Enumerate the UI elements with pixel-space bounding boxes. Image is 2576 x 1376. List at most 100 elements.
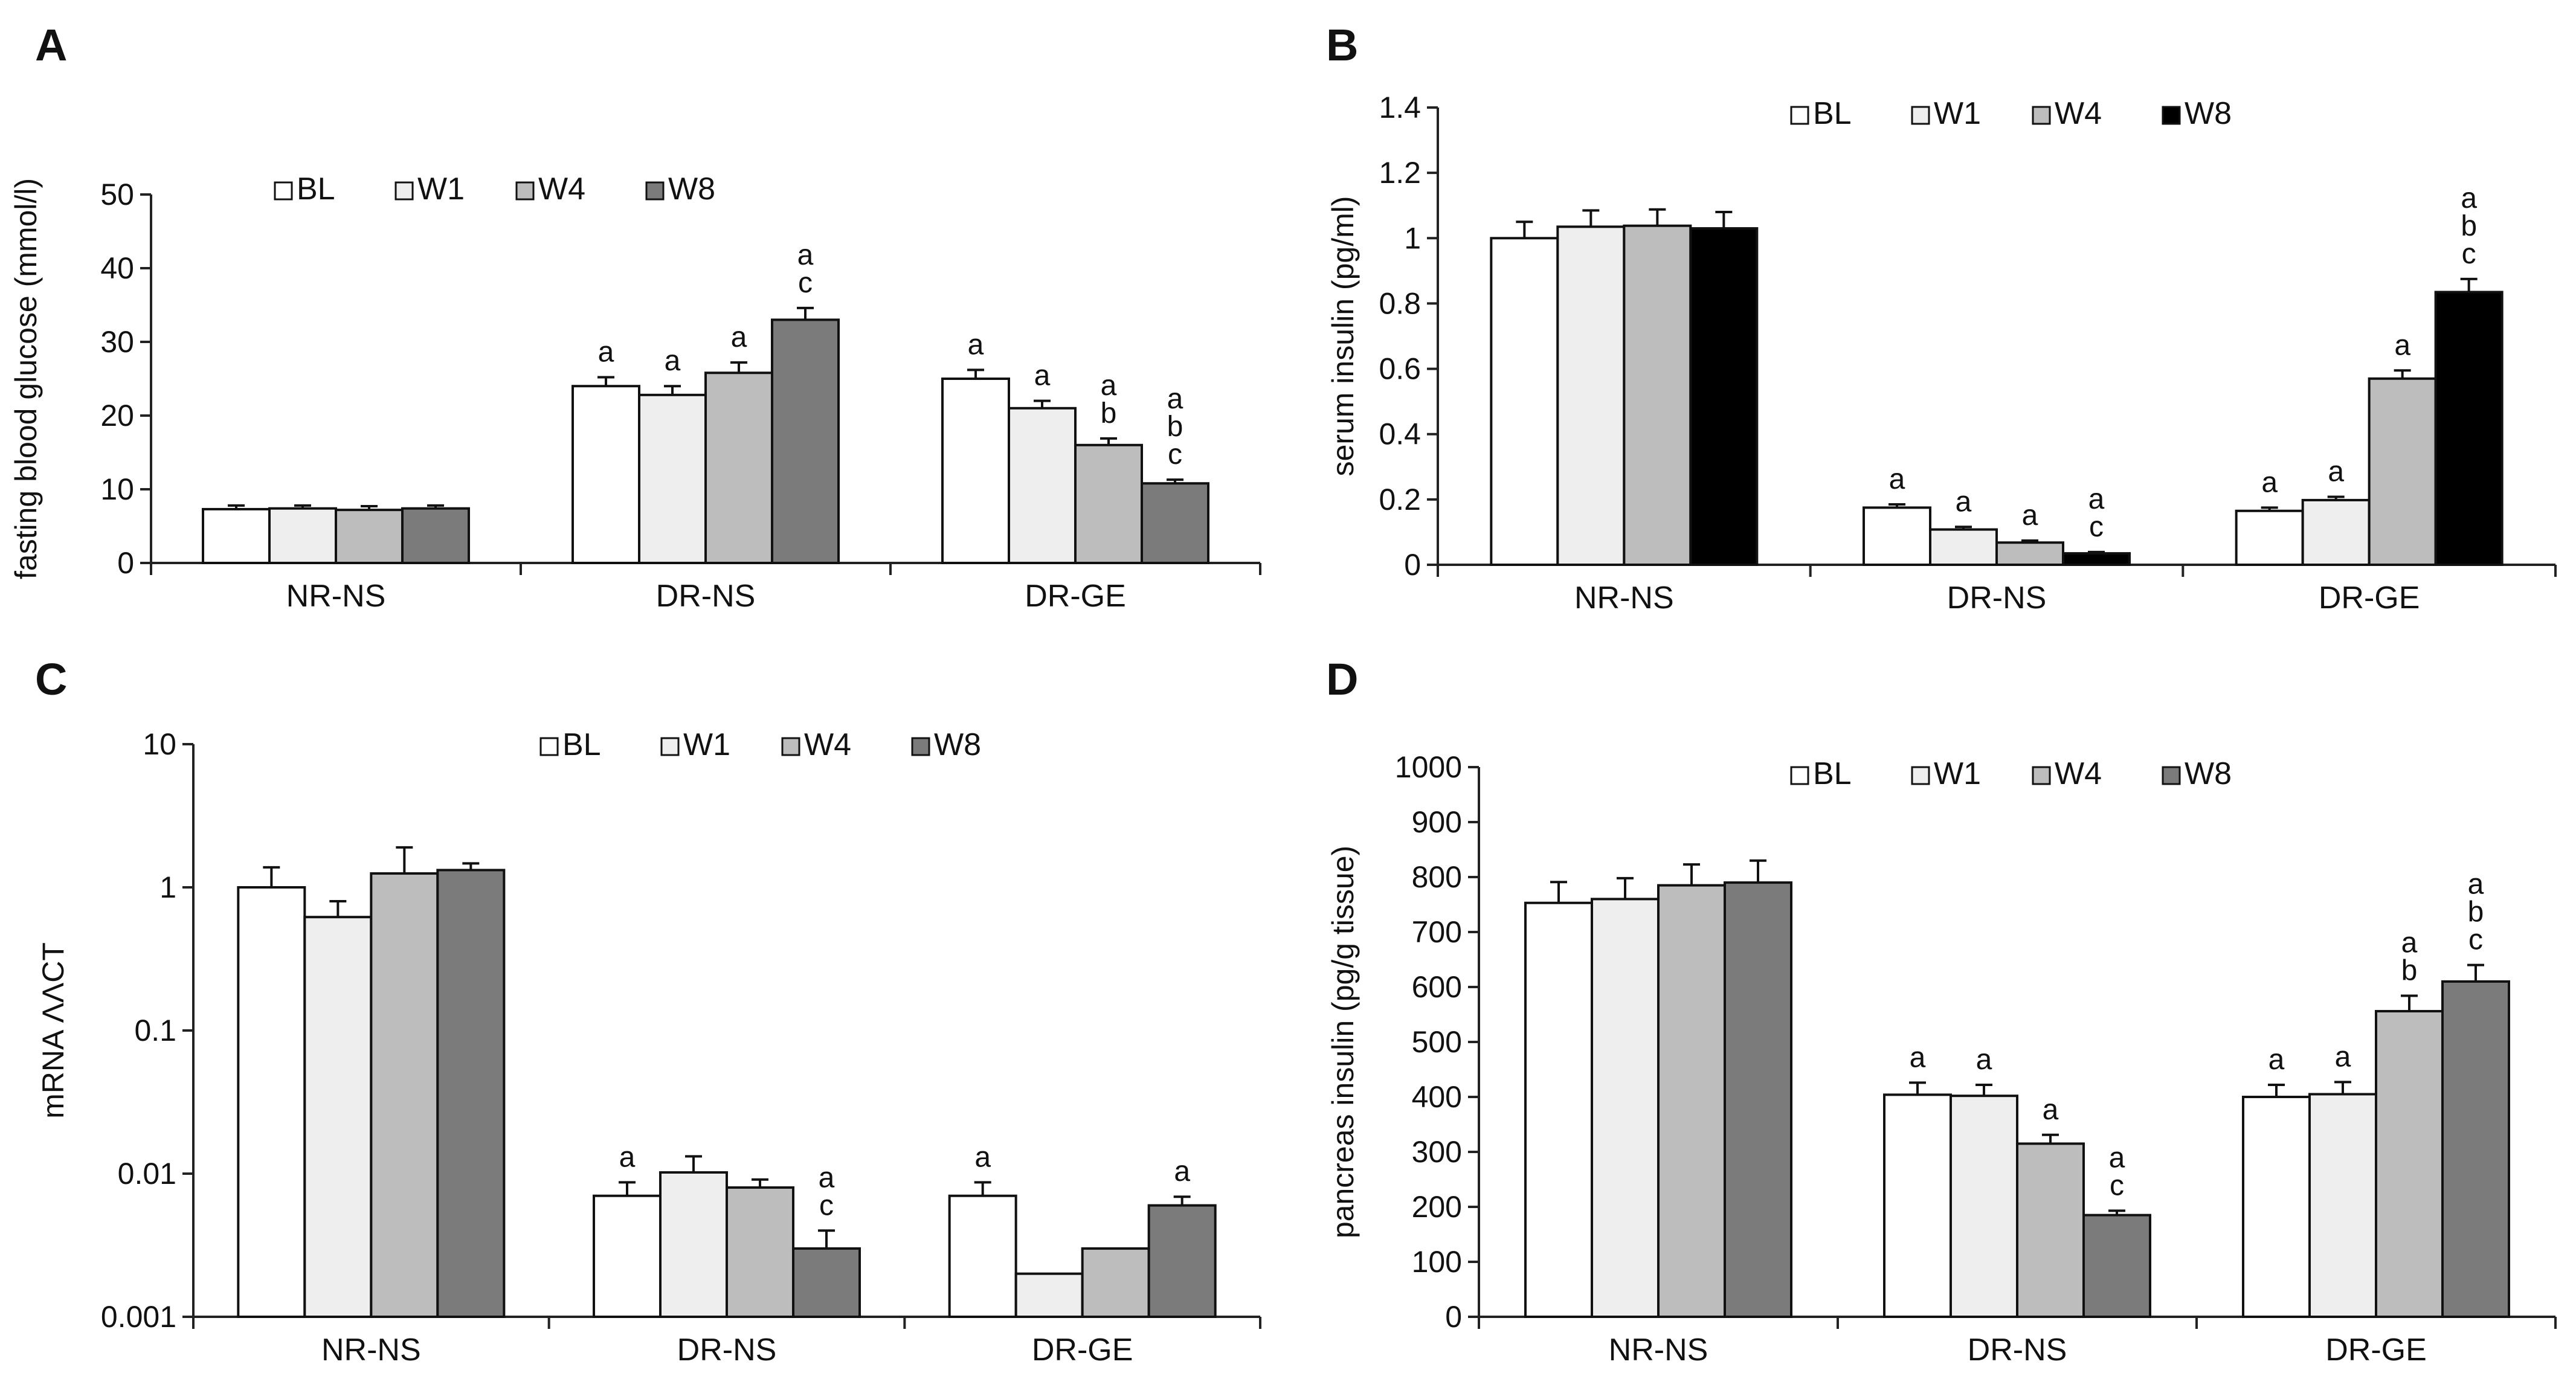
y-tick-label: 0.8	[1379, 286, 1421, 320]
significance-label: b	[1167, 411, 1183, 443]
significance-label: b	[2401, 955, 2418, 987]
bar-w4-dr-ge	[1074, 443, 1143, 564]
significance-label: a	[2261, 466, 2278, 498]
significance-label: b	[2461, 210, 2477, 242]
legend-label-w1: W1	[1934, 756, 1981, 791]
significance-label: c	[2468, 924, 2483, 956]
significance-label: a	[2268, 1044, 2285, 1076]
y-tick-label: 800	[1412, 860, 1462, 894]
y-axis-title: mRNA ΛΛCT	[36, 942, 70, 1119]
legend-swatch-w1	[1911, 106, 1930, 125]
legend-label-w4: W4	[804, 727, 851, 762]
bar-w1-dr-ge	[1008, 407, 1077, 564]
significance-label: a	[2335, 1041, 2351, 1073]
bar-w1-dr-ns	[659, 1171, 728, 1319]
y-tick-label: 30	[100, 325, 134, 359]
bar-w1-dr-ge	[1014, 1272, 1084, 1319]
legend-label-w4: W4	[2055, 756, 2102, 791]
bar-w4-dr-ge	[2375, 1010, 2444, 1319]
significance-label: a	[968, 329, 984, 361]
significance-label: a	[731, 321, 747, 353]
significance-label: a	[2461, 182, 2477, 214]
significance-label: a	[819, 1162, 835, 1194]
bar-bl-nr-ns	[1524, 901, 1593, 1318]
bar-bl-nr-ns	[1490, 237, 1559, 566]
legend-swatch-w8	[911, 737, 930, 756]
y-tick-label: 0	[1445, 1300, 1462, 1334]
significance-label: c	[819, 1189, 834, 1221]
bar-bl-nr-ns	[202, 507, 271, 564]
y-tick-label: 1	[1404, 221, 1421, 255]
bar-w4-dr-ge	[2368, 377, 2437, 566]
bar-bl-dr-ge	[2235, 509, 2304, 567]
significance-label: c	[798, 267, 813, 299]
legend-swatch-w4	[515, 181, 535, 201]
bar-w1-dr-ns	[1950, 1095, 2018, 1319]
bar-w1-nr-ns	[1556, 225, 1626, 566]
significance-label: a	[1956, 486, 1972, 518]
y-tick-label: 300	[1412, 1135, 1462, 1169]
significance-label: a	[1976, 1044, 1992, 1076]
panel-a: A 0 10 20 30 40 50 fasting blood glucose (mmol/…	[9, 20, 1261, 614]
legend-label-w8: W8	[2185, 756, 2232, 791]
legend-swatch-bl	[274, 181, 293, 201]
y-tick-label: 1.4	[1379, 91, 1421, 124]
y-tick-label: 0.001	[101, 1300, 176, 1334]
category-label-nr-ns: NR-NS	[1574, 580, 1674, 616]
y-tick-label: 1.2	[1379, 156, 1421, 190]
category-label-dr-ge: DR-GE	[2325, 1333, 2427, 1368]
significance-label: a	[2088, 483, 2105, 515]
bar-bl-nr-ns	[237, 886, 306, 1318]
bar-w4-dr-ge	[1081, 1247, 1150, 1319]
legend-swatch-bl	[1790, 106, 1809, 125]
y-tick-label: 1000	[1395, 750, 1462, 784]
bar-bl-dr-ns	[1883, 1093, 1952, 1318]
category-label-dr-ge: DR-GE	[1025, 579, 1126, 614]
legend-swatch-w4	[781, 737, 800, 756]
significance-label: a	[1034, 360, 1051, 392]
significance-label: a	[2109, 1142, 2125, 1174]
significance-label: c	[1168, 439, 1182, 471]
bar-w8-nr-ns	[1689, 227, 1759, 567]
legend-label-bl: BL	[562, 727, 601, 762]
bar-w8-dr-ns	[2062, 552, 2131, 567]
significance-label: b	[2468, 896, 2484, 928]
significance-label: a	[619, 1141, 636, 1173]
bar-w1-dr-ns	[1929, 528, 1998, 566]
significance-label: a	[2468, 869, 2484, 901]
bar-w8-dr-ns	[792, 1247, 861, 1319]
legend-swatch-w8	[2162, 106, 2181, 125]
bar-bl-dr-ns	[1863, 506, 1931, 566]
panel-d: D 0 100 200 300 400 500 600 700 800 900 1000 pancrea…	[1326, 654, 2557, 1368]
bar-w4-dr-ns	[704, 371, 773, 564]
y-tick-label: 400	[1412, 1080, 1462, 1114]
bar-w8-dr-ge	[2434, 291, 2504, 566]
significance-label: a	[598, 336, 614, 368]
y-axis-title: pancreas insulin (pg/g tissue)	[1326, 846, 1360, 1238]
category-label-dr-ge: DR-GE	[2319, 580, 2420, 616]
panel-letter-b: B	[1326, 20, 1358, 70]
bar-bl-dr-ns	[593, 1194, 662, 1319]
panel-letter-a: A	[35, 20, 67, 70]
significance-label: a	[974, 1141, 991, 1173]
significance-label: b	[1101, 397, 1117, 429]
y-tick-label: 50	[100, 178, 134, 211]
bar-bl-dr-ns	[572, 385, 640, 564]
legend-swatch-w8	[2162, 766, 2181, 785]
legend-swatch-bl	[539, 737, 559, 756]
legend-label-w4: W4	[2055, 96, 2102, 131]
panel-letter-c: C	[35, 654, 67, 704]
bar-w8-nr-ns	[436, 869, 506, 1318]
y-tick-label: 10	[143, 727, 176, 761]
bar-w4-nr-ns	[335, 509, 404, 564]
legend-swatch-w4	[2032, 106, 2051, 125]
panel-letter-d: D	[1326, 654, 1358, 704]
legend-label-w4: W4	[538, 172, 585, 207]
y-tick-label: 500	[1412, 1025, 1462, 1059]
legend-swatch-bl	[1790, 766, 1809, 785]
significance-label: a	[2401, 927, 2418, 959]
legend-swatch-w4	[2032, 766, 2051, 785]
legend-swatch-w1	[660, 737, 680, 756]
legend-label-w1: W1	[683, 727, 730, 762]
